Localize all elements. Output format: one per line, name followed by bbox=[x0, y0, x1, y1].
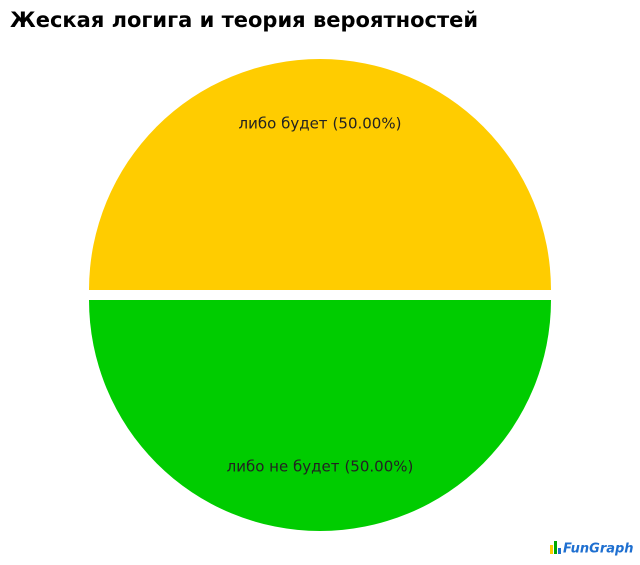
pie-slice bbox=[89, 300, 551, 531]
watermark-icon bbox=[550, 541, 561, 554]
slice-name: либо не будет bbox=[227, 457, 340, 475]
slice-name: либо будет bbox=[239, 114, 328, 132]
pie-slice bbox=[89, 59, 551, 290]
slice-value-label: (50.00%) bbox=[333, 114, 402, 132]
chart-title: Жеская логига и теория вероятностей bbox=[10, 8, 478, 32]
watermark: FunGraph bbox=[563, 542, 634, 557]
slice-label: либо будет (50.00%) bbox=[239, 114, 402, 132]
slice-label: либо не будет (50.00%) bbox=[227, 457, 414, 475]
slice-value-label: (50.00%) bbox=[344, 457, 413, 475]
